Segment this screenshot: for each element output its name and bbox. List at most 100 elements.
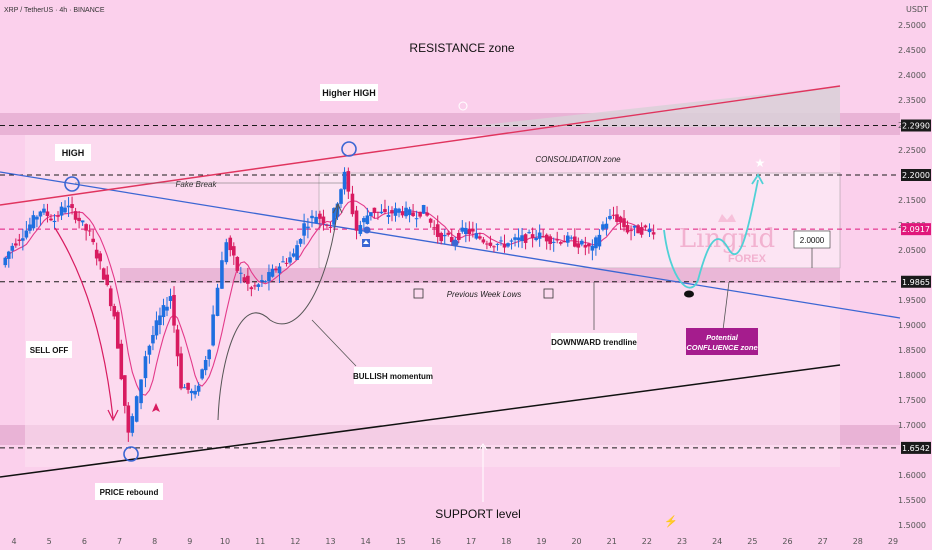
alert-icon — [458, 101, 468, 111]
candle-body — [288, 257, 292, 263]
axis-currency: USDT — [906, 5, 928, 14]
sell-off-arrowhead — [107, 409, 119, 422]
y-tick-label: 1.8500 — [898, 346, 926, 355]
price-tag: 1.9865 — [901, 275, 931, 288]
candle-body — [414, 218, 419, 220]
candle-body — [474, 233, 479, 239]
x-tick-label: 7 — [117, 537, 122, 546]
x-tick-label: 9 — [187, 537, 192, 546]
candle-body — [239, 272, 243, 274]
candle-body — [597, 234, 602, 247]
watermark-sub: FOREX — [728, 253, 767, 265]
confluence-label-1: Potential — [706, 333, 739, 342]
y-tick-label: 1.5500 — [898, 496, 926, 505]
candle-body — [281, 261, 285, 263]
candle-body — [376, 211, 380, 213]
candle-body — [115, 312, 120, 349]
candle-body — [84, 224, 88, 231]
lightning-icon: ⚡ — [664, 515, 678, 528]
candle-body — [407, 209, 412, 216]
candle-body — [488, 242, 493, 246]
price-callout-bg — [793, 230, 831, 249]
candle-body — [421, 205, 426, 214]
candle-body — [256, 284, 261, 287]
up-arrow-glyph — [363, 240, 369, 244]
trendline-touch-2 — [451, 239, 459, 247]
candle-body — [393, 208, 398, 216]
bullish-arrowhead — [332, 202, 343, 214]
rocket-icon — [152, 403, 160, 412]
candle-body — [66, 205, 71, 208]
candle-body — [523, 234, 528, 243]
candle-body — [235, 256, 240, 271]
bullish-momentum-curve — [217, 204, 339, 421]
candle-body — [45, 211, 50, 216]
projection-arrowhead — [751, 173, 764, 185]
candle-body — [228, 237, 233, 251]
candle-body — [580, 240, 584, 245]
downward-trendline — [0, 171, 901, 319]
candle-body — [651, 232, 656, 235]
candle-body — [481, 239, 486, 243]
candle-body — [464, 227, 468, 235]
candle-body — [346, 171, 351, 192]
candle-body — [608, 215, 612, 219]
candle-body — [325, 224, 329, 226]
candle-body — [207, 349, 211, 360]
sell-off-label: SELL OFF — [30, 346, 69, 355]
candle-body — [456, 233, 461, 240]
candle-body — [321, 216, 326, 224]
y-tick-label: 2.0500 — [898, 246, 926, 255]
y-tick-label: 2.3500 — [898, 96, 926, 105]
candle-body — [350, 193, 355, 215]
high-marker — [64, 176, 80, 192]
candle-body — [611, 214, 616, 216]
candle-body — [242, 277, 247, 282]
prev-week-lows-label: Previous Week Lows — [447, 290, 522, 299]
consolidation-box — [318, 172, 841, 269]
candle-body — [647, 228, 652, 233]
candle-body — [249, 287, 254, 290]
candle-body — [446, 232, 451, 235]
price-tag-bg — [901, 119, 931, 132]
candle-body — [587, 243, 591, 247]
price-levels: 2.2990 2.2000 2.0917 1.9865 1.6542 — [0, 119, 931, 454]
candle-body — [411, 212, 415, 217]
candle-body — [428, 218, 433, 223]
candle-body — [442, 234, 447, 237]
candle-body — [119, 343, 124, 380]
candle-body — [306, 226, 310, 229]
candle-body — [101, 268, 106, 280]
candle-body — [527, 232, 531, 234]
candle-body — [108, 288, 113, 307]
candle-body — [186, 382, 190, 390]
candle-body — [270, 268, 275, 277]
candle-body — [558, 242, 563, 244]
candle-body — [467, 229, 472, 235]
y-tick-label: 1.5000 — [898, 521, 926, 530]
candle-body — [38, 211, 43, 217]
consolidation-label: CONSOLIDATION zone — [535, 155, 621, 164]
x-tick-label: 16 — [431, 537, 441, 546]
candle-body — [154, 320, 159, 336]
x-tick-label: 21 — [607, 537, 617, 546]
fake-break-label: Fake Break — [176, 180, 218, 189]
x-tick-label: 8 — [152, 537, 157, 546]
candle-body — [310, 215, 314, 219]
confluence-bg — [686, 328, 758, 355]
candle-body — [499, 240, 503, 242]
candle-body — [165, 306, 169, 311]
candle-body — [636, 225, 640, 234]
candle-body — [158, 315, 162, 326]
y-tick-label: 1.7000 — [898, 421, 926, 430]
candle-body — [24, 230, 29, 238]
candle-body — [14, 243, 18, 246]
support-pointer-head — [478, 443, 488, 451]
y-tick-label: 1.9000 — [898, 321, 926, 330]
candle-body — [390, 210, 394, 214]
x-tick-label: 25 — [747, 537, 757, 546]
price-tag-bg — [901, 169, 931, 181]
candle-body — [386, 214, 391, 217]
candle-body — [354, 210, 359, 231]
